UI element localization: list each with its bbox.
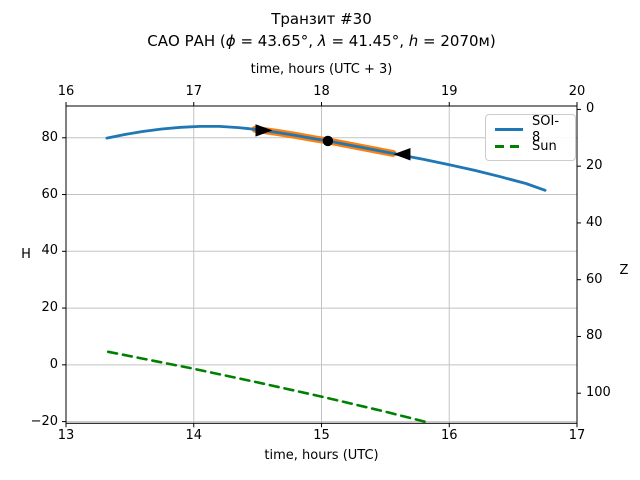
x-axis-label-top: time, hours (UTC + 3) — [250, 62, 393, 77]
y-tick-label-left: 80 — [41, 129, 58, 145]
phi-symbol: ϕ — [225, 32, 236, 50]
chart-subtitle: САО РАН (ϕ = 43.65°, λ = 41.45°, h = 207… — [66, 31, 577, 51]
culmination-dot — [322, 135, 334, 147]
y-tick-label-right: 80 — [586, 328, 603, 344]
x-tick-label-bottom: 16 — [440, 428, 458, 443]
x-tick-label-bottom: 14 — [185, 428, 203, 443]
chart-title: Транзит #30 — [271, 10, 372, 28]
y-tick-label-left: 40 — [41, 243, 58, 259]
x-tick-label-bottom: 15 — [313, 428, 330, 443]
series-sun — [106, 350, 432, 425]
legend-item-sun: Sun — [495, 138, 567, 155]
legend-line-sample-soi8 — [495, 128, 523, 131]
x-tick-label-top: 16 — [57, 84, 75, 99]
transit-start-arrow — [255, 124, 273, 137]
y-tick-label-right: 60 — [586, 271, 603, 287]
legend-label-soi8: SOI-8 — [532, 113, 560, 145]
y-tick-label-left: 0 — [49, 356, 58, 372]
x-tick-label-top: 20 — [568, 84, 586, 99]
y-axis-label-right: Z — [619, 263, 629, 278]
y-tick-label-left: 20 — [41, 300, 58, 316]
y-tick-label-right: 40 — [586, 214, 603, 230]
y-tick-label-right: 0 — [586, 101, 595, 117]
x-axis-label-bottom: time, hours (UTC) — [264, 448, 379, 463]
y-tick-label-right: 100 — [586, 385, 611, 401]
h-symbol: h — [408, 32, 419, 50]
transit-end-arrow — [393, 148, 411, 161]
legend-label-sun: Sun — [532, 138, 557, 154]
subtitle-latitude: = 43.65°, — [235, 32, 318, 50]
x-tick-label-bottom: 13 — [57, 428, 75, 443]
legend-item-soi8: SOI-8 — [495, 114, 567, 145]
lambda-symbol: λ — [317, 32, 327, 50]
legend-line-sample-sun — [495, 145, 523, 148]
series-soi-8 — [105, 125, 547, 192]
subtitle-prefix: САО РАН ( — [147, 32, 226, 50]
x-tick-label-top: 17 — [185, 84, 203, 99]
legend: SOI-8 Sun — [485, 114, 576, 161]
y-tick-label-left: 60 — [41, 186, 58, 202]
x-tick-label-top: 19 — [440, 84, 458, 99]
subtitle-altitude: = 2070м) — [418, 32, 496, 50]
y-axis-label-left: H — [21, 247, 31, 262]
x-tick-label-top: 18 — [313, 84, 330, 99]
y-tick-label-left: −20 — [30, 413, 58, 429]
x-tick-label-bottom: 17 — [568, 428, 586, 443]
subtitle-longitude: = 41.45°, — [326, 32, 409, 50]
y-tick-label-right: 20 — [586, 158, 603, 174]
